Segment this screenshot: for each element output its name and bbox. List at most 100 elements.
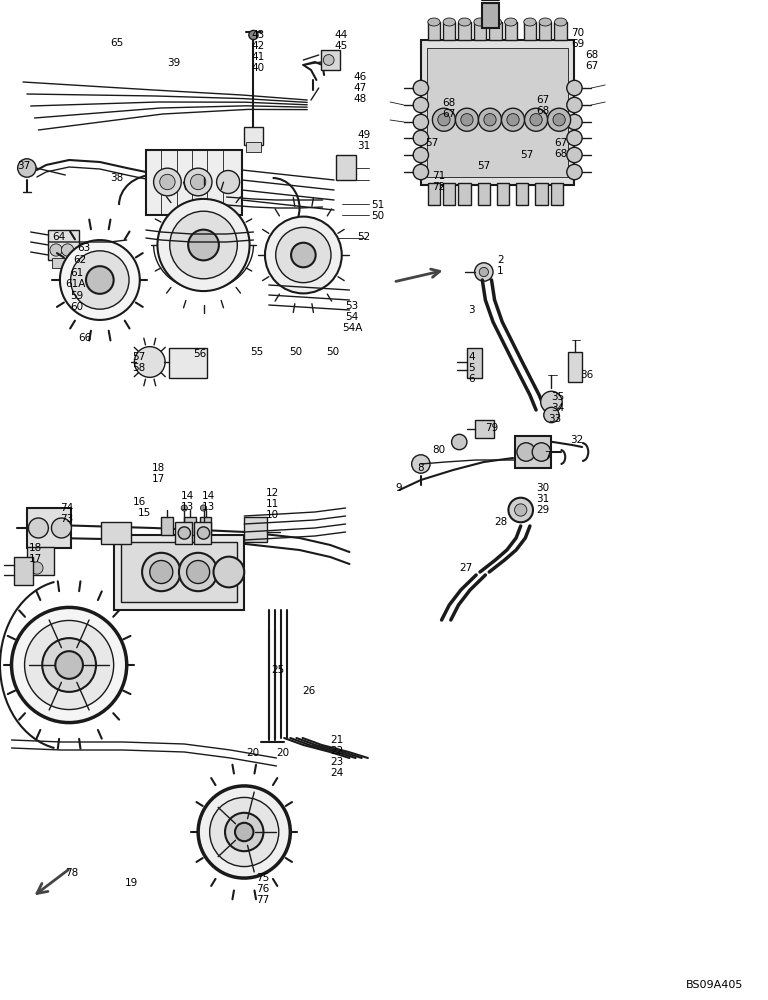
Text: 28: 28 — [494, 517, 507, 527]
Circle shape — [235, 823, 253, 841]
Circle shape — [515, 504, 527, 516]
Text: 67: 67 — [442, 109, 455, 119]
Text: 50: 50 — [289, 347, 302, 357]
Circle shape — [51, 518, 71, 538]
Bar — [489, 22, 502, 40]
Circle shape — [413, 130, 429, 146]
Text: 61: 61 — [71, 268, 84, 278]
Bar — [458, 183, 471, 205]
Bar — [467, 348, 482, 378]
Ellipse shape — [458, 18, 471, 26]
Circle shape — [198, 786, 290, 878]
Circle shape — [553, 114, 565, 126]
Bar — [244, 517, 267, 542]
Circle shape — [413, 114, 429, 130]
Circle shape — [217, 170, 240, 194]
Text: 19: 19 — [125, 878, 138, 888]
Circle shape — [249, 30, 258, 40]
Circle shape — [200, 505, 207, 511]
Bar — [14, 557, 33, 585]
Circle shape — [567, 164, 582, 180]
Bar — [554, 22, 567, 40]
Text: 78: 78 — [65, 868, 78, 878]
Text: 71: 71 — [432, 171, 445, 181]
Circle shape — [160, 174, 175, 190]
Bar — [246, 142, 261, 152]
Circle shape — [478, 108, 502, 131]
Text: 4: 4 — [468, 352, 475, 362]
Circle shape — [532, 443, 551, 461]
Text: 22: 22 — [330, 746, 343, 756]
Circle shape — [567, 147, 582, 163]
Text: 67: 67 — [554, 138, 568, 148]
Circle shape — [12, 607, 127, 723]
Circle shape — [265, 217, 342, 293]
Text: 2: 2 — [497, 255, 504, 265]
Ellipse shape — [489, 18, 502, 26]
Circle shape — [179, 553, 217, 591]
Text: 49: 49 — [357, 130, 370, 140]
Circle shape — [544, 407, 559, 423]
Text: 53: 53 — [346, 301, 359, 311]
Text: 76: 76 — [256, 884, 269, 894]
Text: 42: 42 — [252, 41, 265, 51]
Circle shape — [567, 97, 582, 113]
Text: 13: 13 — [181, 502, 194, 512]
Text: 79: 79 — [485, 423, 498, 433]
Bar — [421, 40, 574, 185]
Bar — [244, 127, 263, 145]
Text: 68: 68 — [585, 50, 598, 60]
Bar — [114, 535, 244, 610]
Ellipse shape — [474, 18, 486, 26]
Bar — [443, 183, 455, 205]
Text: 75: 75 — [256, 873, 269, 883]
Text: 39: 39 — [167, 58, 180, 68]
Text: 44: 44 — [334, 30, 347, 40]
Text: 7: 7 — [544, 451, 551, 461]
Text: 6: 6 — [468, 374, 475, 384]
Circle shape — [567, 114, 582, 130]
Text: 47: 47 — [353, 83, 366, 93]
Bar — [52, 258, 74, 268]
Bar — [478, 183, 490, 205]
Text: 13: 13 — [202, 502, 215, 512]
Text: 70: 70 — [571, 28, 584, 38]
Circle shape — [432, 108, 455, 131]
Text: 57: 57 — [520, 150, 533, 160]
Text: 61A: 61A — [65, 279, 86, 289]
Circle shape — [438, 114, 450, 126]
Text: 59: 59 — [71, 291, 84, 301]
Circle shape — [502, 108, 525, 131]
Bar — [175, 522, 192, 544]
Circle shape — [184, 168, 212, 196]
Bar — [535, 183, 548, 205]
Circle shape — [475, 263, 493, 281]
Text: 50: 50 — [326, 347, 339, 357]
Text: 17: 17 — [152, 474, 165, 484]
Circle shape — [61, 244, 74, 256]
Text: 18: 18 — [152, 463, 165, 473]
Text: 25: 25 — [271, 665, 284, 675]
Bar — [146, 150, 242, 215]
Text: 32: 32 — [570, 435, 583, 445]
Text: 38: 38 — [110, 173, 123, 183]
Bar — [336, 155, 356, 180]
Ellipse shape — [428, 18, 440, 26]
Text: 35: 35 — [551, 392, 564, 402]
Text: 63: 63 — [77, 243, 90, 253]
Circle shape — [28, 518, 48, 538]
Circle shape — [50, 244, 62, 256]
Bar — [568, 352, 582, 382]
Text: 30: 30 — [536, 483, 549, 493]
Bar — [475, 420, 494, 438]
Circle shape — [86, 266, 114, 294]
Circle shape — [154, 168, 181, 196]
Circle shape — [548, 108, 571, 131]
Text: 31: 31 — [357, 141, 370, 151]
Circle shape — [157, 199, 250, 291]
Bar — [121, 542, 237, 602]
Bar — [497, 183, 509, 205]
Bar — [27, 508, 71, 548]
Circle shape — [452, 434, 467, 450]
Text: 74: 74 — [60, 503, 73, 513]
